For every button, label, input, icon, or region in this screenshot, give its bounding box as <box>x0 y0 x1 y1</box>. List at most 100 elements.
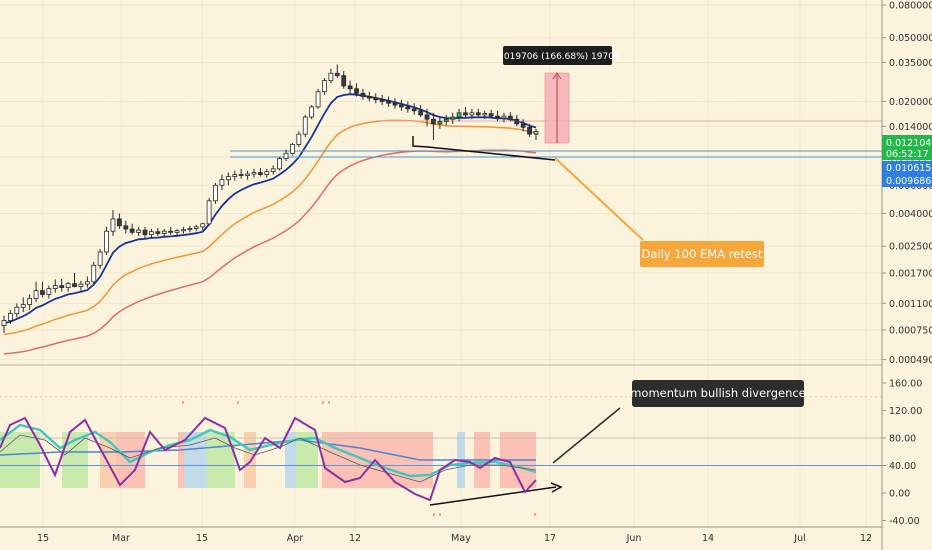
candle-body <box>341 75 347 87</box>
price-tick-label: 0.001100 <box>889 299 932 310</box>
candle-body <box>270 168 276 173</box>
candle-body <box>520 123 526 128</box>
candle-body <box>302 116 308 135</box>
candle-body <box>283 152 289 160</box>
candle-body <box>136 229 142 233</box>
price-tick-label: 0.020000 <box>889 97 932 108</box>
candle-body <box>14 306 20 314</box>
oscillator-zone <box>116 432 145 488</box>
candle-body <box>309 106 315 118</box>
candle-body <box>213 184 218 202</box>
candle-body <box>405 106 411 110</box>
candle-body <box>501 115 507 119</box>
time-tick-label: Apr <box>287 533 304 544</box>
candle-body <box>507 115 513 120</box>
candle-body <box>431 118 436 125</box>
candle-body <box>443 118 449 122</box>
candle-body <box>328 72 334 81</box>
candle-body <box>366 96 372 99</box>
price-tag-box <box>882 174 932 187</box>
candle-body <box>482 113 488 116</box>
candle-body <box>181 229 186 232</box>
candle-body <box>264 171 270 175</box>
candle-body <box>187 228 193 230</box>
candle-body <box>59 285 65 288</box>
price-tag-label: 0.012104 <box>886 138 931 149</box>
candle-body <box>174 230 180 233</box>
candle-body <box>65 283 71 288</box>
annotation-text: momentum bullish divergence <box>630 386 806 400</box>
annotation-box <box>640 241 764 267</box>
candle-body <box>149 231 154 236</box>
time-tick-label: 12 <box>860 533 872 544</box>
price-tick-label: 0.080000 <box>889 1 932 12</box>
oscillator-zone <box>184 432 207 488</box>
candle-body <box>514 118 520 125</box>
annotation-box <box>632 380 804 407</box>
candle-body <box>193 226 199 229</box>
time-tick-label: Jul <box>793 533 805 544</box>
candle-body <box>161 230 167 234</box>
oscillator-tick-label: 40.00 <box>889 461 916 472</box>
candle-body <box>469 112 475 116</box>
candle-body <box>373 97 379 101</box>
ema-line <box>3 149 537 355</box>
candlesticks <box>1 64 539 333</box>
candle-body <box>392 102 398 106</box>
oscillator-zone <box>207 432 235 488</box>
candle-body <box>379 99 385 102</box>
candle-body <box>33 290 39 299</box>
candle-body <box>322 80 327 93</box>
candle-body <box>104 230 109 253</box>
time-tick-label: 12 <box>349 533 361 544</box>
candle-body <box>456 112 462 118</box>
candle-body <box>411 108 417 112</box>
annotation-pointer <box>554 157 644 241</box>
candle-body <box>206 200 212 225</box>
candle-body <box>123 225 129 230</box>
annotation-pointer <box>552 407 621 464</box>
candle-body <box>219 179 225 186</box>
candle-body <box>424 114 430 120</box>
candle-body <box>110 218 116 232</box>
candle-body <box>347 85 353 90</box>
candle-body <box>450 116 456 120</box>
candle-body <box>116 218 122 227</box>
measure-label-box <box>503 46 612 65</box>
price-tag-box <box>882 135 932 160</box>
ema-line <box>3 93 537 325</box>
moving-averages <box>3 93 537 355</box>
drawings: 0.019706 (166.68%) 19706 <box>412 46 644 506</box>
price-tick-label: 0.000750 <box>889 325 932 336</box>
oscillator-lines <box>0 401 537 516</box>
divergence-arrow-line <box>429 486 557 506</box>
price-tag-label: 0.010615 <box>886 163 931 174</box>
oscillator-tick-label: -40.00 <box>889 516 920 527</box>
candle-body <box>251 172 257 175</box>
candle-body <box>46 288 52 295</box>
candle-body <box>533 131 539 135</box>
price-tag-box <box>882 161 932 174</box>
oscillator-zone <box>296 432 318 488</box>
divergence-arrow-head <box>550 482 563 493</box>
candle-body <box>398 104 404 108</box>
oscillator-tick-label: 120.00 <box>889 406 922 417</box>
candle-body <box>495 115 500 119</box>
candle-body <box>72 283 77 287</box>
price-tag-sublabel: 06:52:17 <box>886 149 929 160</box>
candle-body <box>8 313 13 321</box>
price-tick-label: 0.001700 <box>889 269 932 280</box>
candle-body <box>232 174 238 177</box>
horizontal-levels <box>230 120 882 158</box>
candle-body <box>463 112 468 116</box>
oscillator-tick-label: 80.00 <box>889 434 916 445</box>
candle-body <box>91 264 97 283</box>
candle-body <box>78 283 84 287</box>
oscillator-zone <box>0 432 40 488</box>
ema-line <box>3 119 537 336</box>
candle-body <box>225 176 231 181</box>
candle-body <box>52 285 58 289</box>
oscillator-zone <box>285 432 296 488</box>
